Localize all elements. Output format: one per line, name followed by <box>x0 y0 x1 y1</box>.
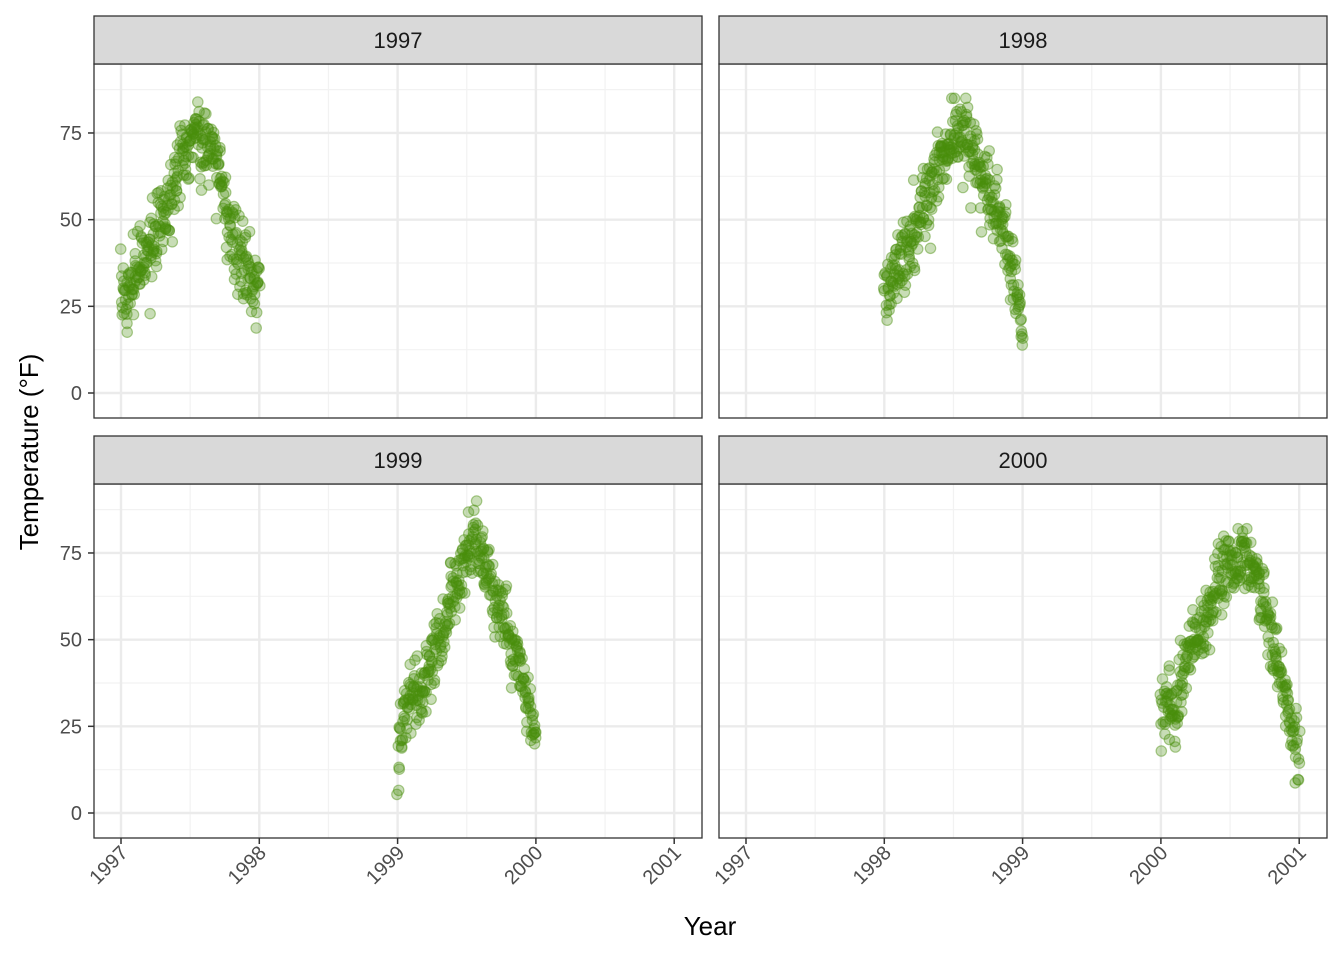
facet-strip-label: 1997 <box>374 28 423 53</box>
facet-panel-1998: 1998 <box>718 15 1328 419</box>
facet-strip <box>718 435 1328 485</box>
y-tick-label: 75 <box>60 123 82 145</box>
x-tick-label: 2001 <box>639 842 686 889</box>
x-tick-label: 2000 <box>1125 842 1172 889</box>
scatter-points <box>1154 522 1306 789</box>
y-tick-label: 50 <box>60 630 82 652</box>
x-axis-title: Year <box>684 911 737 941</box>
x-tick-label: 2001 <box>1264 842 1311 889</box>
y-axis-title: Temperature (°F) <box>14 354 44 551</box>
x-tick-label: 1999 <box>987 842 1034 889</box>
y-tick-label: 25 <box>60 716 82 738</box>
x-tick-label: 1999 <box>362 842 409 889</box>
y-tick-label: 50 <box>60 210 82 232</box>
facet-strip <box>93 435 703 485</box>
facet-strip-label: 1998 <box>999 28 1048 53</box>
x-tick-label: 1998 <box>224 842 271 889</box>
y-tick-label: 0 <box>71 383 82 405</box>
x-tick-label: 2000 <box>500 842 547 889</box>
y-tick-label: 25 <box>60 296 82 318</box>
facet-strip-label: 2000 <box>999 448 1048 473</box>
facet-panel-2000: 2000 1997 1998 1999 2000 2001 <box>711 435 1328 889</box>
scatter-points <box>391 495 542 801</box>
y-tick-label: 0 <box>71 803 82 825</box>
facet-panel-1999: 1999 0 25 50 75 1997 1998 1999 2000 2001 <box>60 435 703 889</box>
x-tick-label: 1997 <box>86 842 133 889</box>
facet-strip <box>93 15 703 65</box>
facet-panel-1997: 1997 0 25 50 75 <box>60 15 703 419</box>
x-tick-label: 1998 <box>849 842 896 889</box>
facet-strip-label: 1999 <box>374 448 423 473</box>
scatter-points <box>114 96 266 338</box>
x-tick-label: 1997 <box>711 842 758 889</box>
y-tick-label: 75 <box>60 543 82 565</box>
facet-strip <box>718 15 1328 65</box>
scatter-points <box>877 92 1029 351</box>
